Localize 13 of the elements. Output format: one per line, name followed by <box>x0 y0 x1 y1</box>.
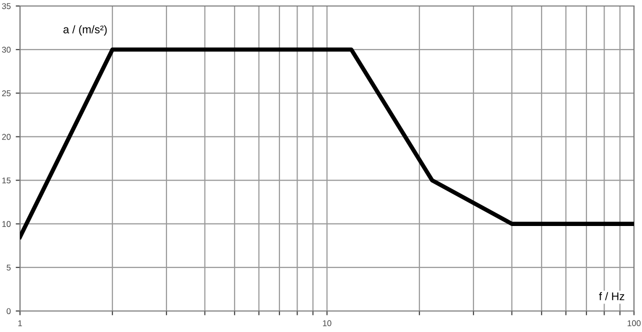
y-axis-title: a / (m/s²) <box>63 25 107 36</box>
x-axis-title: f / Hz <box>599 292 624 300</box>
y-tick-label: 10 <box>2 221 11 227</box>
y-tick-label: 20 <box>2 134 11 140</box>
x-tick-label: 1 <box>18 320 22 326</box>
x-tick-label: 100 <box>628 320 641 326</box>
y-tick-label: 35 <box>2 3 11 10</box>
y-tick-label: 0 <box>6 308 11 314</box>
x-tick-label: 10 <box>323 320 332 326</box>
y-tick-label: 5 <box>6 264 11 271</box>
y-tick-label: 30 <box>2 46 11 53</box>
y-tick-label: 15 <box>2 178 11 184</box>
y-tick-label: 25 <box>2 90 11 96</box>
